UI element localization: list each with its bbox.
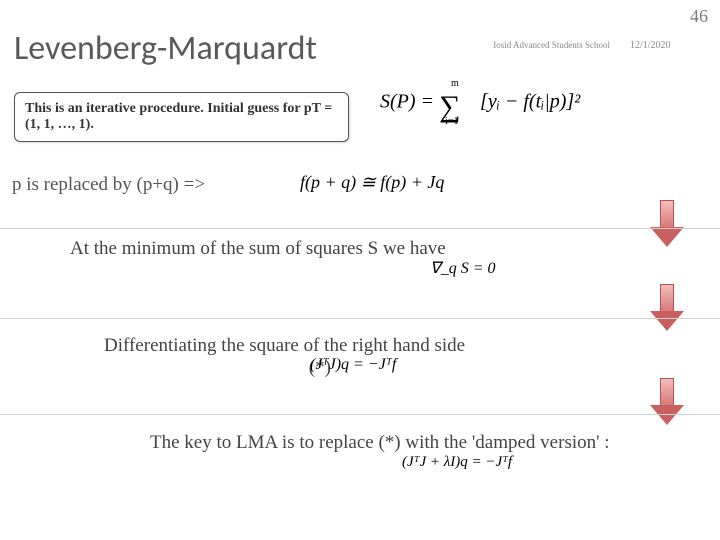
equation-linearize: f(p + q) ≅ f(p) + Jq	[300, 172, 444, 193]
replace-text: p is replaced by (p+q) =>	[10, 170, 207, 200]
flow-arrow-icon	[650, 378, 684, 426]
divider-line	[0, 228, 720, 229]
equation-cost: S(P) = m ∑ i=1 [yᵢ − f(tᵢ|p)]²	[380, 86, 580, 120]
equation-gradient: ∇_q S = 0	[430, 258, 496, 278]
eq1-body: [yᵢ − f(tᵢ|p)]²	[480, 91, 580, 113]
equation-normal: (JᵀJ)q = −Jᵀf	[310, 356, 396, 374]
divider-line	[0, 318, 720, 319]
page-number: 46	[690, 6, 708, 27]
key-text: The key to LMA is to replace (*) with th…	[150, 432, 690, 454]
eq1-left: S(P) =	[380, 91, 434, 113]
minimum-text: At the minimum of the sum of squares S w…	[70, 238, 480, 260]
intro-box: This is an iterative procedure. Initial …	[14, 92, 349, 142]
slide-title: Levenberg-Marquardt	[14, 28, 317, 69]
divider-line	[0, 414, 720, 415]
flow-arrow-icon	[650, 284, 684, 332]
equation-damped: (JᵀJ + λI)q = −Jᵀf	[402, 454, 512, 471]
diff-label: Differentiating the square of the right …	[104, 335, 465, 356]
eq1-sum-lower: i=1	[445, 116, 458, 127]
header-date: 12/1/2020	[630, 40, 671, 51]
flow-arrow-icon	[650, 200, 684, 248]
eq1-sum-upper: m	[451, 78, 459, 89]
header-subtitle: Iosid Advanced Students School	[460, 40, 610, 51]
